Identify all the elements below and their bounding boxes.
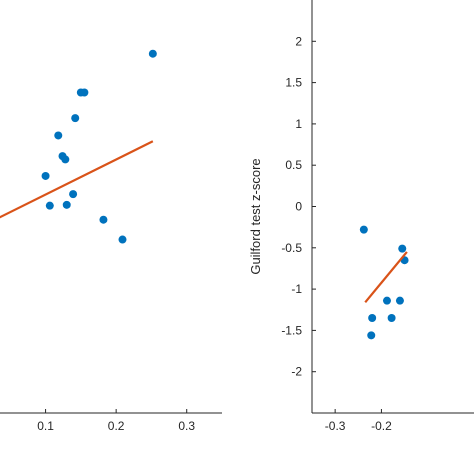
data-point (395, 296, 404, 305)
y-tick-label: 1.5 (285, 76, 302, 90)
y-axis-label: Guilford test z-score (248, 158, 263, 274)
data-point (62, 200, 71, 209)
y-tick-label: 1 (295, 117, 302, 131)
y-tick-label: 0 (295, 200, 302, 214)
data-point (99, 215, 108, 224)
data-point (368, 314, 377, 323)
y-tick-label: 2 (295, 34, 302, 48)
data-point (61, 155, 70, 164)
y-tick-label: -2 (291, 365, 302, 379)
x-tick-label: -0.3 (325, 419, 346, 433)
regression-line (364, 251, 408, 304)
data-point (80, 88, 89, 97)
y-tick-label: 0.5 (285, 158, 302, 172)
data-point (359, 225, 368, 234)
x-tick-label: 0.3 (178, 419, 195, 433)
y-tick-label: -0.5 (281, 241, 302, 255)
x-tick-label: 0.1 (37, 419, 54, 433)
x-tick-label: -0.2 (371, 419, 392, 433)
data-point (41, 171, 50, 180)
y-tick-label: -1 (291, 282, 302, 296)
data-point (69, 190, 78, 199)
data-point (71, 114, 80, 123)
regression-line (0, 140, 154, 219)
data-point (387, 314, 396, 323)
x-tick-label: 0.2 (108, 419, 125, 433)
y-tick-label: -1.5 (281, 323, 302, 337)
data-point (118, 235, 127, 244)
data-point (382, 296, 391, 305)
data-point (398, 244, 407, 253)
data-point (367, 331, 376, 340)
data-point (45, 201, 54, 210)
left-panel: 0.1 0.2 0.3 (0, 49, 222, 433)
data-point (148, 49, 157, 58)
right-panel: -0.3 -0.2 2 1.5 1 0.5 0 -0.5 -1 -1.5 -2 Guilford te… (248, 0, 474, 433)
data-point (54, 131, 63, 140)
